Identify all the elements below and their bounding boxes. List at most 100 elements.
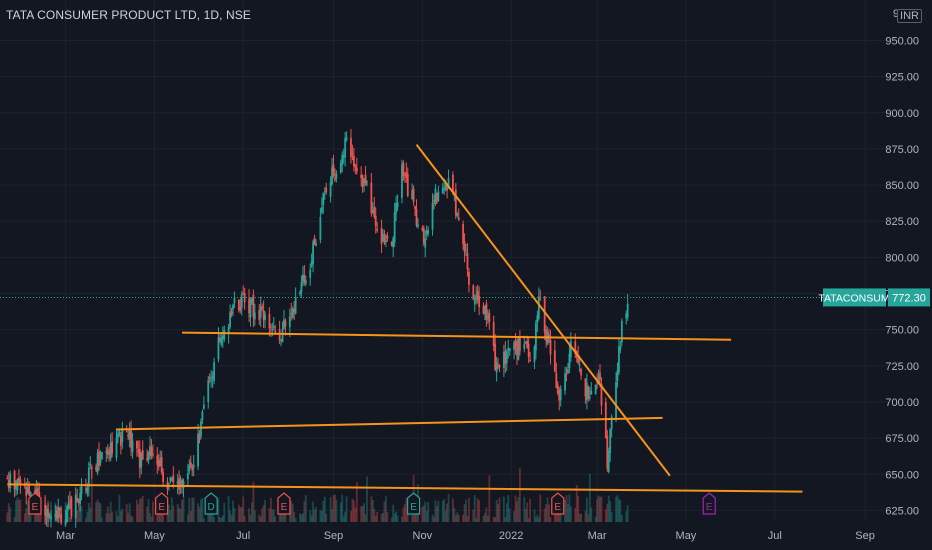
candle-body [414,205,416,210]
candle-body [239,307,242,312]
volume-bar [147,499,150,522]
candle-body [412,188,415,202]
volume-bar [437,500,440,522]
candle-body [456,213,459,217]
candle-body [47,509,49,518]
candle-body [517,338,520,360]
candle-body [386,235,389,239]
volume-bar [513,511,515,522]
candle-body [494,343,497,370]
volume-bar [351,498,354,522]
volume-bar [341,494,344,522]
volume-bar [115,511,118,522]
candle-body [162,472,165,482]
y-tick-label: 900.00 [885,108,919,120]
candle-body [383,234,386,244]
candle-body [604,402,607,439]
volume-bar [507,495,510,522]
volume-bar [240,507,243,522]
y-tick-label: 950.00 [885,35,919,47]
candle-body [313,238,316,245]
event-letter: E [410,502,417,513]
candle-body [312,241,315,264]
volume-bar [109,501,112,522]
candle-body [567,369,569,374]
candle-body [584,378,587,397]
candle-body [119,434,122,446]
event-marker-earnings: E [277,492,291,515]
volume-bar [504,517,507,522]
volume-bar [131,516,134,522]
candle-body [488,312,491,322]
volume-bar [168,504,170,522]
volume-bar [135,499,138,522]
candle-body [625,313,628,319]
volume-bar [186,514,189,522]
event-marker-future: E [702,492,716,515]
candle-body [421,228,424,231]
volume-bar [252,481,255,522]
last-price-labels: TATACONSUM 772.30 [818,288,930,307]
volume-bar [539,494,542,522]
candle-body [268,313,271,329]
candle-body [55,511,58,520]
x-tick-label: Sep [324,530,344,542]
x-tick-label: Mar [56,530,75,542]
volume-bar [345,496,348,522]
volume-bar [288,511,291,522]
volume-bar [262,505,265,522]
volume-bar [485,507,488,522]
candle-body [130,428,132,449]
volume-bar [23,513,26,522]
candle-body [149,445,151,455]
trendlines[interactable] [7,143,803,493]
volume-bar [172,505,175,522]
volume-bar [342,516,345,522]
volume-bar [620,514,623,522]
volume-bar [482,515,485,522]
volume-bar [188,497,191,522]
volume-bar [19,499,22,522]
volume-bar [344,511,347,522]
candle-body [186,473,189,480]
volume-bar [290,500,293,522]
volume-bar [18,499,20,522]
volume-bar [201,497,204,522]
volume-bar [488,475,491,522]
candle-body [580,368,582,376]
volume-bar [424,501,427,522]
volume-bar [497,503,499,522]
currency-label[interactable]: INR [897,9,922,23]
volume-bar [626,505,629,522]
volume-bar [524,508,527,522]
volume-bar [152,501,154,522]
event-letter: E [158,502,165,513]
volume-bar [251,502,253,522]
volume-bar [516,501,518,522]
volume-bar [178,507,181,522]
candle-body [594,384,597,395]
volume-bar [536,514,539,522]
volume-bar [179,509,182,522]
volume-bar [590,507,593,522]
candle-body [616,369,619,381]
time-axis[interactable]: Mar May Jul Sep Nov 2022 Mar May Jul Sep [56,530,875,542]
volume-bar [335,499,338,522]
candle-body [361,175,364,187]
candle-body [539,299,542,301]
volume-bar [258,514,261,522]
volume-bar [472,509,475,522]
candle-body [504,350,507,364]
volume-bar [575,484,578,522]
candle-body [34,490,36,494]
volume-bar [202,517,205,522]
volume-bar [606,503,609,522]
candle-body [486,316,489,318]
candle-body [54,513,57,518]
candle-body [463,241,466,253]
volume-bar [140,498,143,522]
candle-body [607,451,610,472]
price-axis[interactable]: 625.00650.00675.00700.00725.00750.00775.… [885,8,919,517]
